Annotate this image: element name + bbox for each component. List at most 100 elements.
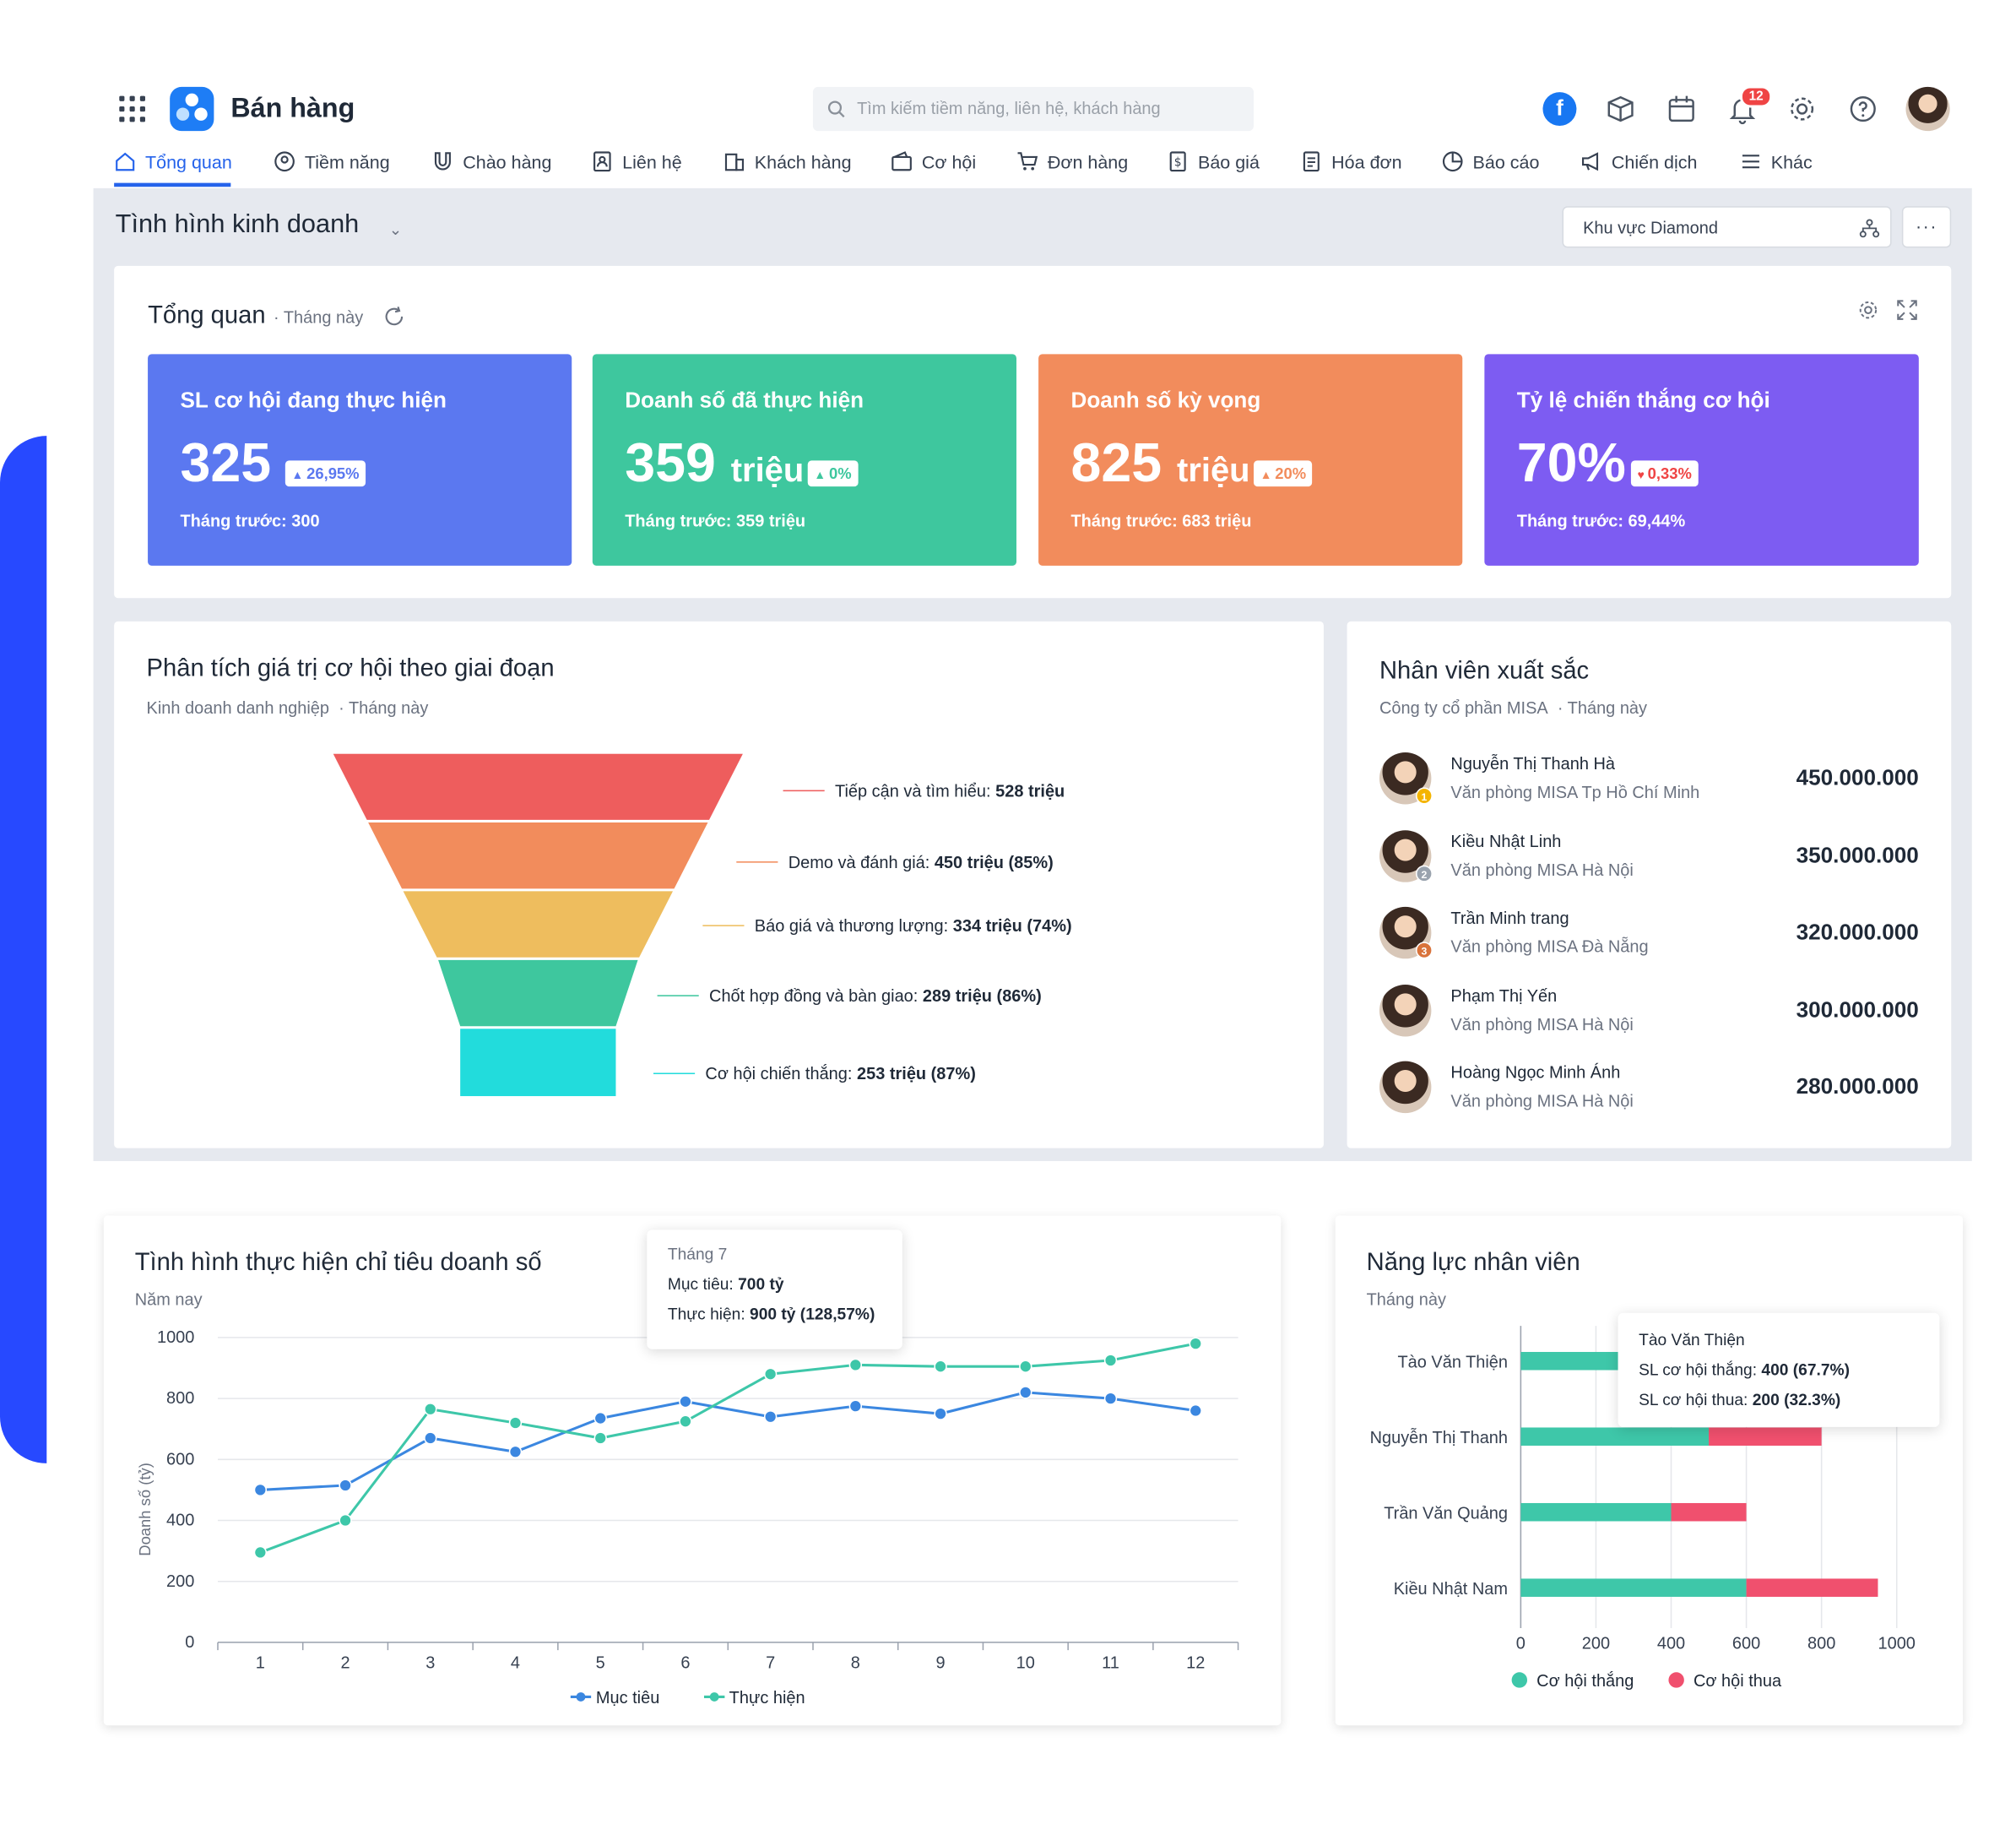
tab-label: Khác bbox=[1770, 150, 1813, 172]
expand-icon[interactable] bbox=[1895, 298, 1919, 322]
funnel-label-4: Chốt hợp đồng và bàn giao: 289 triệu (86… bbox=[709, 985, 1042, 1006]
legend-item-actual[interactable]: Thực hiện bbox=[703, 1688, 805, 1707]
kpi-card-win-rate[interactable]: Tỷ lệ chiến thắng cơ hội 70% ♥ 0,33% Thá… bbox=[1484, 354, 1919, 566]
data-point bbox=[593, 1431, 607, 1445]
y-tick-label: 200 bbox=[166, 1572, 194, 1591]
x-tick-label: 1 bbox=[256, 1654, 265, 1673]
tab-bao-cao[interactable]: Báo cáo bbox=[1442, 150, 1540, 172]
gear-icon[interactable] bbox=[1786, 92, 1819, 126]
bar-won bbox=[1520, 1502, 1672, 1522]
staff-row[interactable]: Hoàng Ngọc Minh Ánh Văn phòng MISA Hà Nộ… bbox=[1379, 1061, 1924, 1119]
chevron-down-icon[interactable]: ⌄ bbox=[388, 220, 403, 239]
active-tab-indicator bbox=[114, 182, 231, 187]
legend-item-won[interactable]: Cơ hội thắng bbox=[1511, 1671, 1634, 1691]
kpi-card-opportunities[interactable]: SL cơ hội đang thực hiện 325 ▲ 26,95% Th… bbox=[148, 354, 572, 566]
data-point bbox=[339, 1513, 352, 1528]
tab-khac[interactable]: Khác bbox=[1740, 150, 1813, 172]
tab-chien-dich[interactable]: Chiến dịch bbox=[1580, 150, 1697, 172]
refresh-icon[interactable] bbox=[382, 305, 406, 328]
page-title[interactable]: Tình hình kinh doanh bbox=[115, 209, 360, 239]
y-tick-label: Tào Văn Thiện bbox=[1398, 1353, 1509, 1371]
side-accent-strip bbox=[0, 436, 47, 1463]
funnel-leader-line bbox=[736, 861, 778, 863]
facebook-icon[interactable]: f bbox=[1542, 92, 1577, 127]
funnel-stage-1[interactable] bbox=[333, 753, 743, 820]
calendar-icon[interactable] bbox=[1665, 92, 1699, 126]
tab-label: Báo cáo bbox=[1472, 150, 1540, 172]
tooltip-title: Tháng 7 bbox=[667, 1245, 728, 1264]
kpi-previous: Tháng trước: 683 triệu bbox=[1070, 511, 1252, 531]
staff-row[interactable]: 2 Kiều Nhật Linh Văn phòng MISA Hà Nội 3… bbox=[1379, 830, 1924, 888]
staff-avatar bbox=[1379, 985, 1432, 1037]
funnel-label-1: Tiếp cận và tìm hiểu: 528 triệu bbox=[834, 780, 1065, 801]
user-avatar[interactable] bbox=[1905, 86, 1950, 132]
megaphone-icon bbox=[1582, 152, 1599, 171]
region-select[interactable]: Khu vực Diamond bbox=[1562, 206, 1892, 248]
tab-chao-hang[interactable]: Chào hàng bbox=[431, 150, 551, 172]
kpi-title: Doanh số kỳ vọng bbox=[1070, 388, 1261, 413]
menu-icon bbox=[1742, 155, 1759, 169]
bar-chart-subtitle: Tháng này bbox=[1366, 1289, 1446, 1310]
y-axis-label: Doanh số (tỷ) bbox=[136, 1463, 154, 1556]
staff-name: Hoàng Ngọc Minh Ánh bbox=[1450, 1062, 1621, 1083]
help-icon[interactable] bbox=[1846, 92, 1880, 126]
legend-item-lost[interactable]: Cơ hội thua bbox=[1668, 1671, 1781, 1691]
funnel-stage-2[interactable] bbox=[368, 822, 708, 889]
y-tick-label: Trần Văn Quảng bbox=[1384, 1504, 1508, 1523]
tab-co-hoi[interactable]: Cơ hội bbox=[891, 150, 976, 172]
overview-period[interactable]: · Tháng này bbox=[274, 307, 364, 328]
package-icon[interactable] bbox=[1604, 92, 1638, 126]
data-point bbox=[1019, 1386, 1032, 1399]
cart-icon bbox=[1017, 152, 1038, 171]
x-tick-label: 9 bbox=[936, 1654, 946, 1673]
staff-row[interactable]: 1 Nguyễn Thị Thanh Hà Văn phòng MISA Tp … bbox=[1379, 752, 1924, 810]
x-tick-label: 4 bbox=[511, 1654, 520, 1673]
data-point bbox=[1103, 1354, 1118, 1367]
staff-value: 350.000.000 bbox=[1796, 843, 1919, 868]
tab-hoa-don[interactable]: Hóa đơn bbox=[1300, 150, 1402, 172]
data-point bbox=[253, 1483, 268, 1497]
staff-office: Văn phòng MISA Hà Nội bbox=[1450, 860, 1634, 880]
data-point bbox=[1019, 1360, 1032, 1373]
home-icon bbox=[116, 152, 135, 171]
x-tick-label: 3 bbox=[425, 1654, 435, 1673]
funnel-stage-3[interactable] bbox=[403, 891, 674, 958]
x-tick-label: 12 bbox=[1186, 1654, 1205, 1673]
tooltip-line: SL cơ hội thua: 200 (32.3%) bbox=[1639, 1390, 1841, 1409]
legend-item-target[interactable]: Mục tiêu bbox=[570, 1688, 659, 1707]
data-point bbox=[508, 1445, 523, 1458]
tab-label: Báo giá bbox=[1197, 150, 1260, 172]
data-point bbox=[679, 1395, 692, 1409]
kpi-card-revenue-done[interactable]: Doanh số đã thực hiện 359 triệu ▲ 0% Thá… bbox=[592, 354, 1016, 566]
contact-icon bbox=[593, 151, 611, 172]
tab-don-hang[interactable]: Đơn hàng bbox=[1016, 150, 1128, 172]
tab-bao-gia[interactable]: $ Báo giá bbox=[1167, 150, 1260, 172]
funnel-leader-line bbox=[783, 790, 825, 792]
x-tick-label: 600 bbox=[1732, 1635, 1760, 1653]
staff-name: Nguyễn Thị Thanh Hà bbox=[1450, 753, 1616, 774]
apps-grid-icon[interactable] bbox=[119, 95, 145, 122]
funnel-stage-4[interactable] bbox=[438, 959, 638, 1027]
staff-row[interactable]: 3 Trần Minh trang Văn phòng MISA Đà Nẵng… bbox=[1379, 906, 1924, 964]
settings-icon[interactable] bbox=[1856, 298, 1880, 322]
tab-tong-quan[interactable]: Tổng quan bbox=[114, 150, 232, 172]
tab-tiem-nang[interactable]: Tiềm năng bbox=[274, 150, 390, 172]
kpi-title: Doanh số đã thực hiện bbox=[625, 388, 864, 413]
staff-row[interactable]: Phạm Thị Yến Văn phòng MISA Hà Nội 300.0… bbox=[1379, 985, 1924, 1042]
data-point bbox=[934, 1360, 947, 1373]
bar-won bbox=[1520, 1427, 1710, 1446]
tab-khach-hang[interactable]: Khách hàng bbox=[723, 150, 852, 172]
search-input[interactable]: Tìm kiếm tiềm năng, liên hệ, khách hàng bbox=[812, 86, 1255, 132]
invoice-icon bbox=[1303, 151, 1320, 172]
tab-label: Tổng quan bbox=[144, 150, 232, 172]
more-options-button[interactable]: ··· bbox=[1901, 206, 1952, 248]
kpi-card-revenue-expected[interactable]: Doanh số kỳ vọng 825 triệu ▲ 20% Tháng t… bbox=[1038, 354, 1463, 566]
tab-label: Liên hệ bbox=[622, 150, 682, 172]
wallet-icon bbox=[891, 151, 912, 171]
kpi-previous: Tháng trước: 300 bbox=[180, 511, 320, 531]
funnel-stage-5[interactable] bbox=[460, 1029, 616, 1097]
staff-avatar bbox=[1379, 1061, 1432, 1114]
tab-lien-he[interactable]: Liên hệ bbox=[591, 150, 682, 172]
funnel-label-2: Demo và đánh giá: 450 triệu (85%) bbox=[788, 852, 1054, 872]
x-tick-label: 11 bbox=[1102, 1654, 1119, 1673]
